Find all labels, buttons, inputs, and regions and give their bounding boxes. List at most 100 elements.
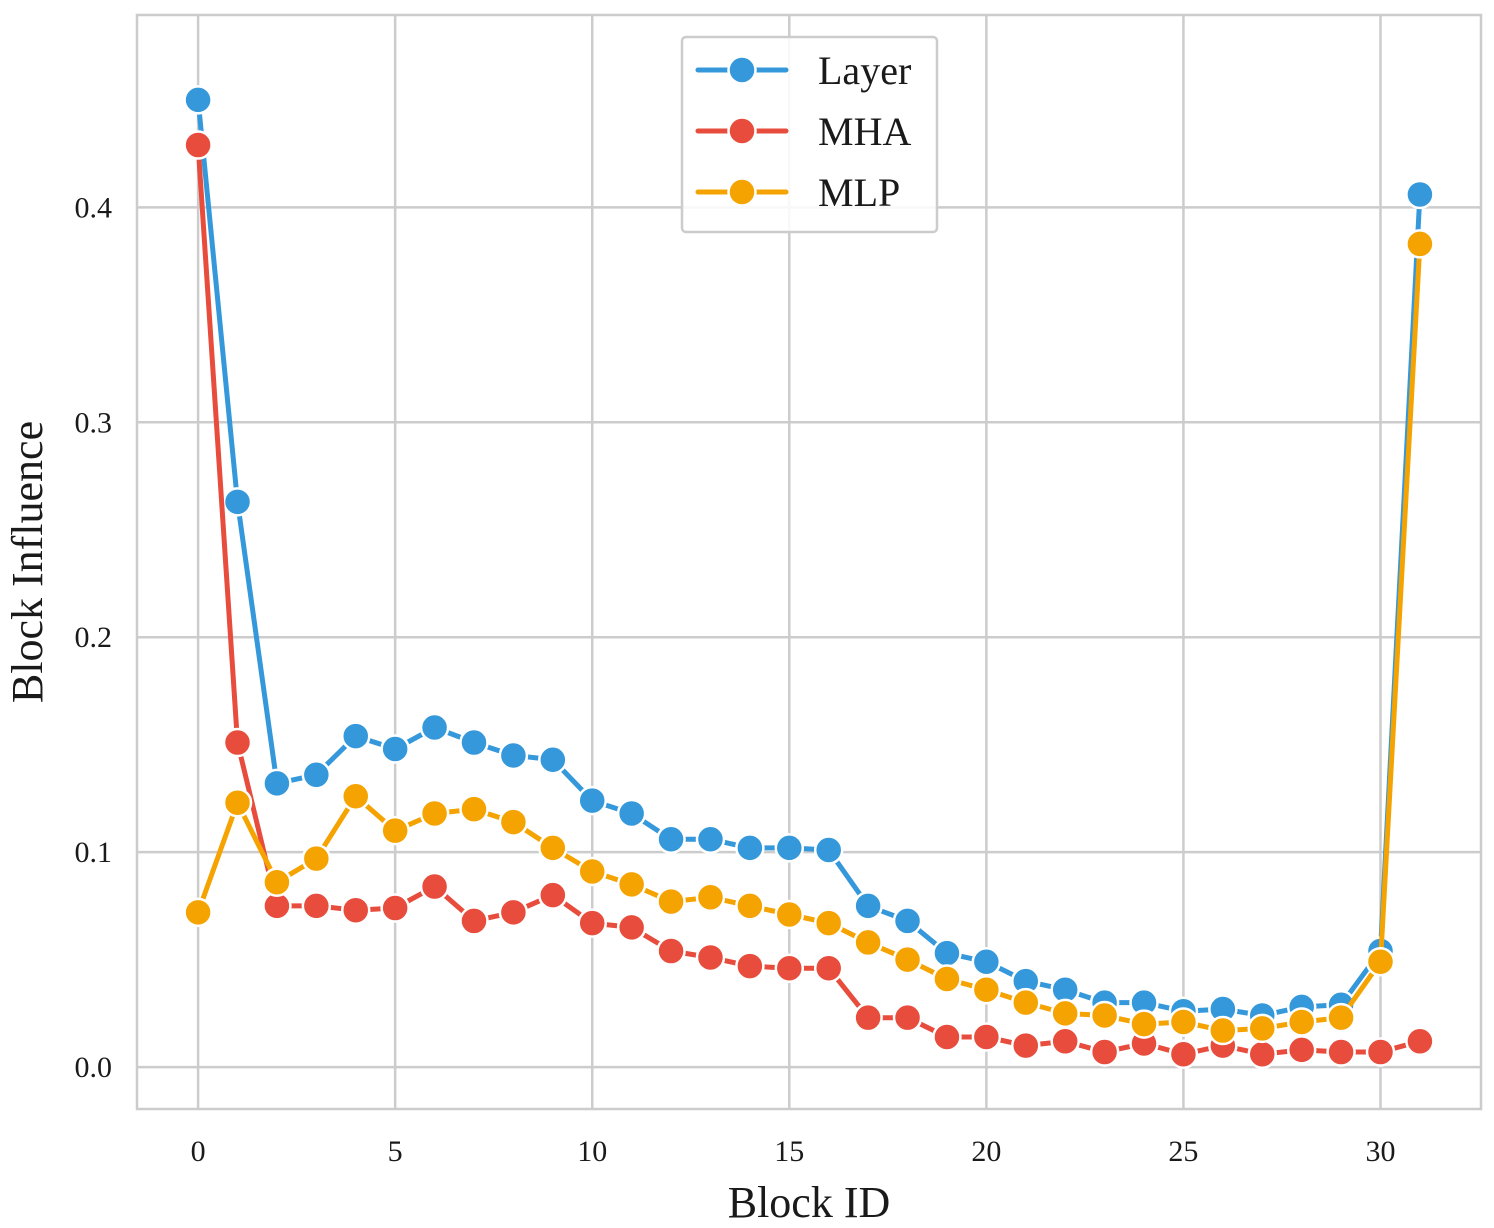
data-point-mlp xyxy=(183,897,213,928)
data-point-mlp xyxy=(577,856,607,887)
legend-item-mha: MHA xyxy=(695,109,911,154)
data-point-layer xyxy=(183,85,213,115)
data-point-mlp xyxy=(971,974,1002,1005)
data-point-mlp xyxy=(301,843,332,874)
x-tick-label: 15 xyxy=(774,1135,804,1168)
data-point-mlp xyxy=(1129,1009,1159,1039)
data-point-mha xyxy=(656,936,686,966)
y-tick-label: 0.4 xyxy=(75,191,113,224)
data-point-mlp xyxy=(774,899,805,930)
data-point-mlp xyxy=(1050,998,1080,1029)
data-point-mlp xyxy=(262,867,292,897)
series-layer xyxy=(183,85,1435,1069)
data-point-mha xyxy=(1365,1037,1396,1067)
data-point-layer xyxy=(892,906,923,936)
x-tick-label: 5 xyxy=(388,1135,403,1168)
data-point-mlp xyxy=(1286,1007,1317,1037)
data-point-mlp xyxy=(222,787,253,818)
data-point-mha xyxy=(222,727,253,758)
data-point-mlp xyxy=(419,798,450,829)
data-point-mlp xyxy=(340,781,371,812)
data-point-layer xyxy=(419,712,450,743)
series-mlp xyxy=(183,229,1435,1046)
data-point-mlp xyxy=(538,833,568,863)
data-point-mlp xyxy=(735,891,765,921)
legend-label-layer: Layer xyxy=(818,48,911,93)
data-point-layer xyxy=(932,938,962,968)
data-point-mlp xyxy=(498,807,529,837)
data-point-mha xyxy=(616,912,647,943)
legend-marker-mha xyxy=(727,116,757,146)
data-point-mha xyxy=(853,1002,883,1033)
data-point-mlp xyxy=(1011,987,1041,1018)
series-mha xyxy=(183,130,1435,1069)
data-point-mlp xyxy=(1247,1013,1278,1044)
data-point-mha xyxy=(932,1022,962,1052)
legend-item-mlp: MLP xyxy=(695,170,900,215)
y-axis-title: Block Influence xyxy=(3,421,52,703)
data-point-layer xyxy=(498,740,529,771)
data-point-mha xyxy=(1089,1037,1120,1067)
data-point-mha xyxy=(380,893,410,923)
data-point-mha xyxy=(971,1022,1002,1052)
y-tick-label: 0.0 xyxy=(75,1051,113,1084)
data-point-mlp xyxy=(1365,947,1396,977)
plot-frame xyxy=(135,13,1483,1111)
data-point-mlp xyxy=(380,815,410,846)
data-point-mlp xyxy=(932,964,962,994)
data-point-mha xyxy=(1168,1039,1199,1069)
data-point-mlp xyxy=(1405,229,1435,259)
data-point-mlp xyxy=(459,794,489,824)
data-point-mha xyxy=(735,951,765,981)
data-point-layer xyxy=(813,835,844,865)
data-point-mha xyxy=(498,897,529,928)
y-tick-label: 0.1 xyxy=(75,836,113,869)
data-point-layer xyxy=(971,947,1002,977)
data-point-mlp xyxy=(853,927,883,958)
legend-label-mha: MHA xyxy=(818,109,911,154)
series-layer xyxy=(183,85,1435,1031)
data-point-mlp xyxy=(892,944,923,975)
data-point-mlp xyxy=(616,869,647,900)
data-point-layer xyxy=(774,833,805,863)
data-point-mlp xyxy=(1326,1002,1356,1033)
data-point-layer xyxy=(262,768,292,799)
data-point-mha xyxy=(301,891,332,921)
data-point-mha xyxy=(813,953,844,983)
legend-marker-layer xyxy=(727,55,757,85)
data-point-mha xyxy=(577,908,607,938)
data-point-layer xyxy=(853,891,883,921)
data-point-mha xyxy=(1011,1030,1041,1061)
x-tick-label: 10 xyxy=(577,1135,607,1168)
data-point-mlp xyxy=(1168,1007,1199,1037)
x-tick-label: 0 xyxy=(191,1135,206,1168)
data-point-layer xyxy=(380,734,410,764)
legend: Layer MHA MLP xyxy=(680,35,939,234)
x-tick-label: 30 xyxy=(1365,1135,1395,1168)
grid-lines xyxy=(137,15,1481,1109)
data-point-layer xyxy=(459,727,489,758)
legend-label-mlp: MLP xyxy=(818,170,900,215)
data-point-layer xyxy=(301,760,332,790)
y-tick-label: 0.3 xyxy=(75,406,113,439)
x-axis-title: Block ID xyxy=(728,1178,891,1227)
data-point-mha xyxy=(1050,1026,1080,1057)
data-point-mha xyxy=(774,953,805,983)
data-point-mlp xyxy=(813,908,844,938)
data-point-layer xyxy=(616,798,647,829)
y-tick-label: 0.2 xyxy=(75,621,113,654)
data-point-mha xyxy=(419,871,450,902)
data-point-mha xyxy=(340,895,371,925)
x-tick-label: 25 xyxy=(1168,1135,1198,1168)
data-point-mlp xyxy=(1089,1000,1120,1031)
data-point-mha xyxy=(1247,1039,1278,1069)
data-point-mha xyxy=(459,906,489,936)
legend-marker-mlp xyxy=(727,177,757,207)
data-point-mha xyxy=(538,880,568,910)
x-tick-label: 20 xyxy=(971,1135,1001,1168)
data-point-mha xyxy=(1326,1037,1356,1067)
data-point-mlp xyxy=(695,882,726,913)
data-point-layer xyxy=(695,824,726,855)
data-point-mha xyxy=(183,130,213,160)
